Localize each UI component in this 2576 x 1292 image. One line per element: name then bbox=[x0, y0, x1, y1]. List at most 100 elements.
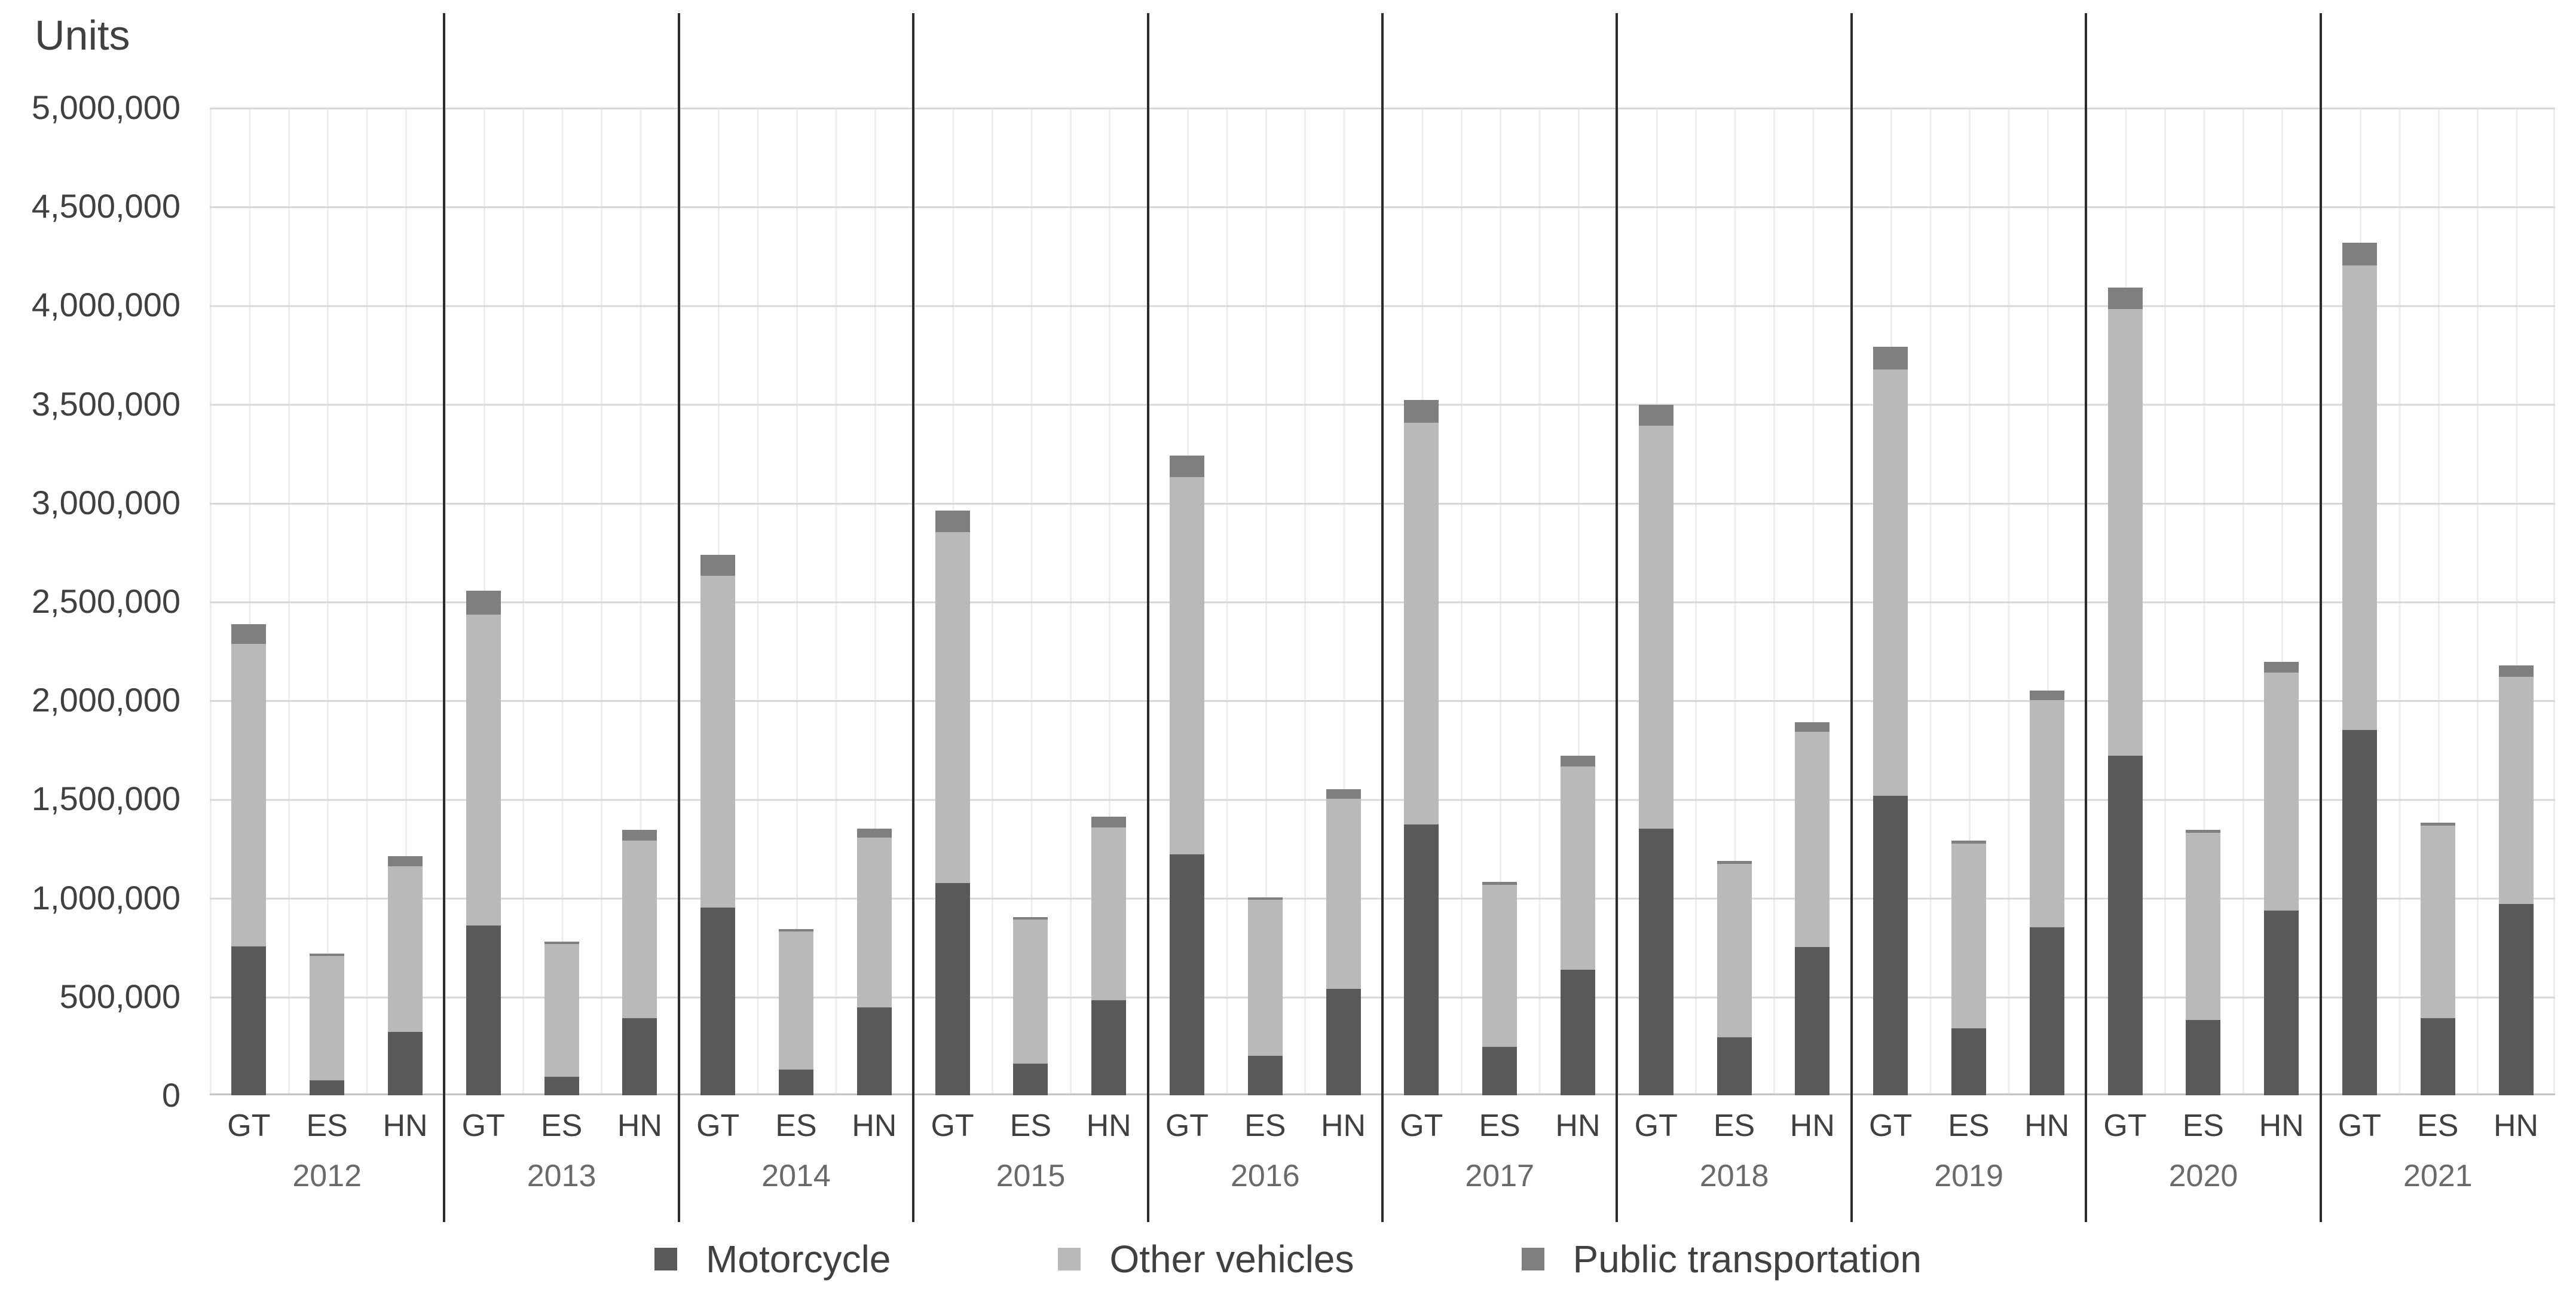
bar-group bbox=[913, 108, 1148, 1095]
bar-slot-es bbox=[992, 108, 1070, 1095]
stacked-bar bbox=[935, 511, 970, 1095]
bar-slot-es bbox=[288, 108, 366, 1095]
category-label: GT bbox=[1165, 1108, 1209, 1143]
bar-segment-motorcycle bbox=[779, 1070, 813, 1095]
bar-segment-other-vehicles bbox=[1013, 919, 1048, 1064]
bar-segment-other-vehicles bbox=[1091, 827, 1127, 1001]
stacked-bar bbox=[2264, 661, 2299, 1095]
bar-slot-es bbox=[757, 108, 836, 1095]
year-label: 2021 bbox=[2403, 1159, 2473, 1193]
bar-slot-hn bbox=[1539, 108, 1617, 1095]
chart-title: Units bbox=[35, 12, 130, 59]
stacked-bar bbox=[622, 829, 657, 1095]
bar-segment-other-vehicles bbox=[1326, 799, 1361, 989]
legend-swatch-motorcycle bbox=[654, 1247, 678, 1270]
bar-segment-motorcycle bbox=[2029, 927, 2064, 1095]
bar-segment-other-vehicles bbox=[2107, 309, 2143, 756]
stacked-bar bbox=[466, 590, 501, 1095]
category-label: GT bbox=[1400, 1108, 1443, 1143]
year-label: 2017 bbox=[1465, 1159, 1535, 1193]
bar-segment-other-vehicles bbox=[1170, 477, 1205, 854]
bar-segment-motorcycle bbox=[1170, 854, 1205, 1095]
bar-segment-public-transportation bbox=[1638, 405, 1674, 426]
category-label: ES bbox=[1244, 1108, 1286, 1143]
bar-segment-motorcycle bbox=[1561, 970, 1596, 1095]
bar-segment-other-vehicles bbox=[2186, 832, 2221, 1021]
category-label: HN bbox=[852, 1108, 897, 1143]
stacked-bar bbox=[1873, 346, 1908, 1095]
bar-segment-motorcycle bbox=[466, 925, 501, 1095]
bar-segment-public-transportation bbox=[2498, 665, 2534, 677]
bar-segment-other-vehicles bbox=[387, 866, 423, 1033]
stacked-bar bbox=[1091, 817, 1127, 1095]
stacked-bar bbox=[1795, 722, 1830, 1095]
stacked-bar bbox=[2342, 243, 2378, 1095]
category-label: GT bbox=[2338, 1108, 2382, 1143]
bar-segment-motorcycle bbox=[700, 908, 736, 1095]
category-label: HN bbox=[2493, 1108, 2539, 1143]
stacked-bar bbox=[310, 954, 345, 1095]
bar-segment-other-vehicles bbox=[1717, 864, 1752, 1037]
y-axis: 5,000,000 4,500,000 4,000,000 3,500,000 3,00… bbox=[0, 0, 180, 1292]
bar-segment-public-transportation bbox=[1561, 755, 1596, 766]
year-label: 2015 bbox=[996, 1159, 1066, 1193]
category-label: GT bbox=[696, 1108, 740, 1143]
year-label: 2014 bbox=[761, 1159, 831, 1193]
stacked-bar bbox=[1247, 897, 1283, 1095]
bar-segment-motorcycle bbox=[1326, 988, 1361, 1095]
bar-segment-other-vehicles bbox=[2420, 826, 2455, 1019]
bar-slot-hn bbox=[1773, 108, 1852, 1095]
x-axis-year-labels: 2012 2013 2014 2015 2016 2017 2018 2019 2020 2021 bbox=[210, 1155, 2555, 1197]
bar-group bbox=[444, 108, 678, 1095]
category-label: ES bbox=[2182, 1108, 2224, 1143]
category-label: GT bbox=[1869, 1108, 1913, 1143]
bar-slot-hn bbox=[601, 108, 679, 1095]
bar-segment-other-vehicles bbox=[779, 931, 813, 1070]
stacked-bar bbox=[231, 624, 267, 1095]
bar-segment-motorcycle bbox=[1482, 1047, 1518, 1095]
bar-group bbox=[2321, 108, 2555, 1095]
bar-group bbox=[1617, 108, 1851, 1095]
year-separator bbox=[677, 13, 680, 1222]
category-label: HN bbox=[617, 1108, 662, 1143]
bar-slot-gt bbox=[210, 108, 288, 1095]
bar-segment-public-transportation bbox=[856, 829, 892, 838]
bar-segment-other-vehicles bbox=[231, 644, 267, 946]
stacked-bar bbox=[387, 856, 423, 1095]
bar-segment-public-transportation bbox=[1951, 840, 1987, 844]
bar-segment-motorcycle bbox=[856, 1007, 892, 1095]
category-label: ES bbox=[775, 1108, 817, 1143]
bar-segment-public-transportation bbox=[779, 928, 813, 931]
y-tick-label: 5,000,000 bbox=[31, 88, 180, 126]
bar-segment-public-transportation bbox=[2029, 690, 2064, 701]
stacked-bar bbox=[2498, 665, 2534, 1095]
bar-segment-motorcycle bbox=[2498, 903, 2534, 1095]
bar-segment-public-transportation bbox=[1247, 897, 1283, 900]
legend-item-motorcycle: Motorcycle bbox=[654, 1235, 891, 1283]
bar-slot-gt bbox=[1617, 108, 1695, 1095]
year-separator bbox=[912, 13, 915, 1222]
bar-segment-public-transportation bbox=[2186, 829, 2221, 833]
category-label: ES bbox=[1479, 1108, 1520, 1143]
y-tick-label: 500,000 bbox=[59, 977, 180, 1015]
stacked-bar bbox=[779, 928, 813, 1095]
bar-slot-gt bbox=[1148, 108, 1226, 1095]
year-separator bbox=[2319, 13, 2322, 1222]
year-label: 2018 bbox=[1699, 1159, 1769, 1193]
y-tick-label: 2,500,000 bbox=[31, 582, 180, 620]
bar-slot-es bbox=[2164, 108, 2242, 1095]
bar-segment-other-vehicles bbox=[2264, 673, 2299, 911]
bar-segment-motorcycle bbox=[1795, 947, 1830, 1095]
bar-segment-motorcycle bbox=[1247, 1055, 1283, 1095]
y-tick-label: 3,500,000 bbox=[31, 384, 180, 423]
bar-segment-public-transportation bbox=[1013, 917, 1048, 920]
bar-segment-public-transportation bbox=[544, 942, 579, 945]
legend: Motorcycle Other vehicles Public transpo… bbox=[0, 1230, 2576, 1287]
category-label: ES bbox=[1009, 1108, 1052, 1143]
y-tick-label: 0 bbox=[161, 1076, 180, 1114]
stacked-bar bbox=[1404, 400, 1439, 1095]
category-label: GT bbox=[227, 1108, 271, 1143]
bar-segment-other-vehicles bbox=[700, 576, 736, 908]
bar-slot-hn bbox=[1070, 108, 1148, 1095]
